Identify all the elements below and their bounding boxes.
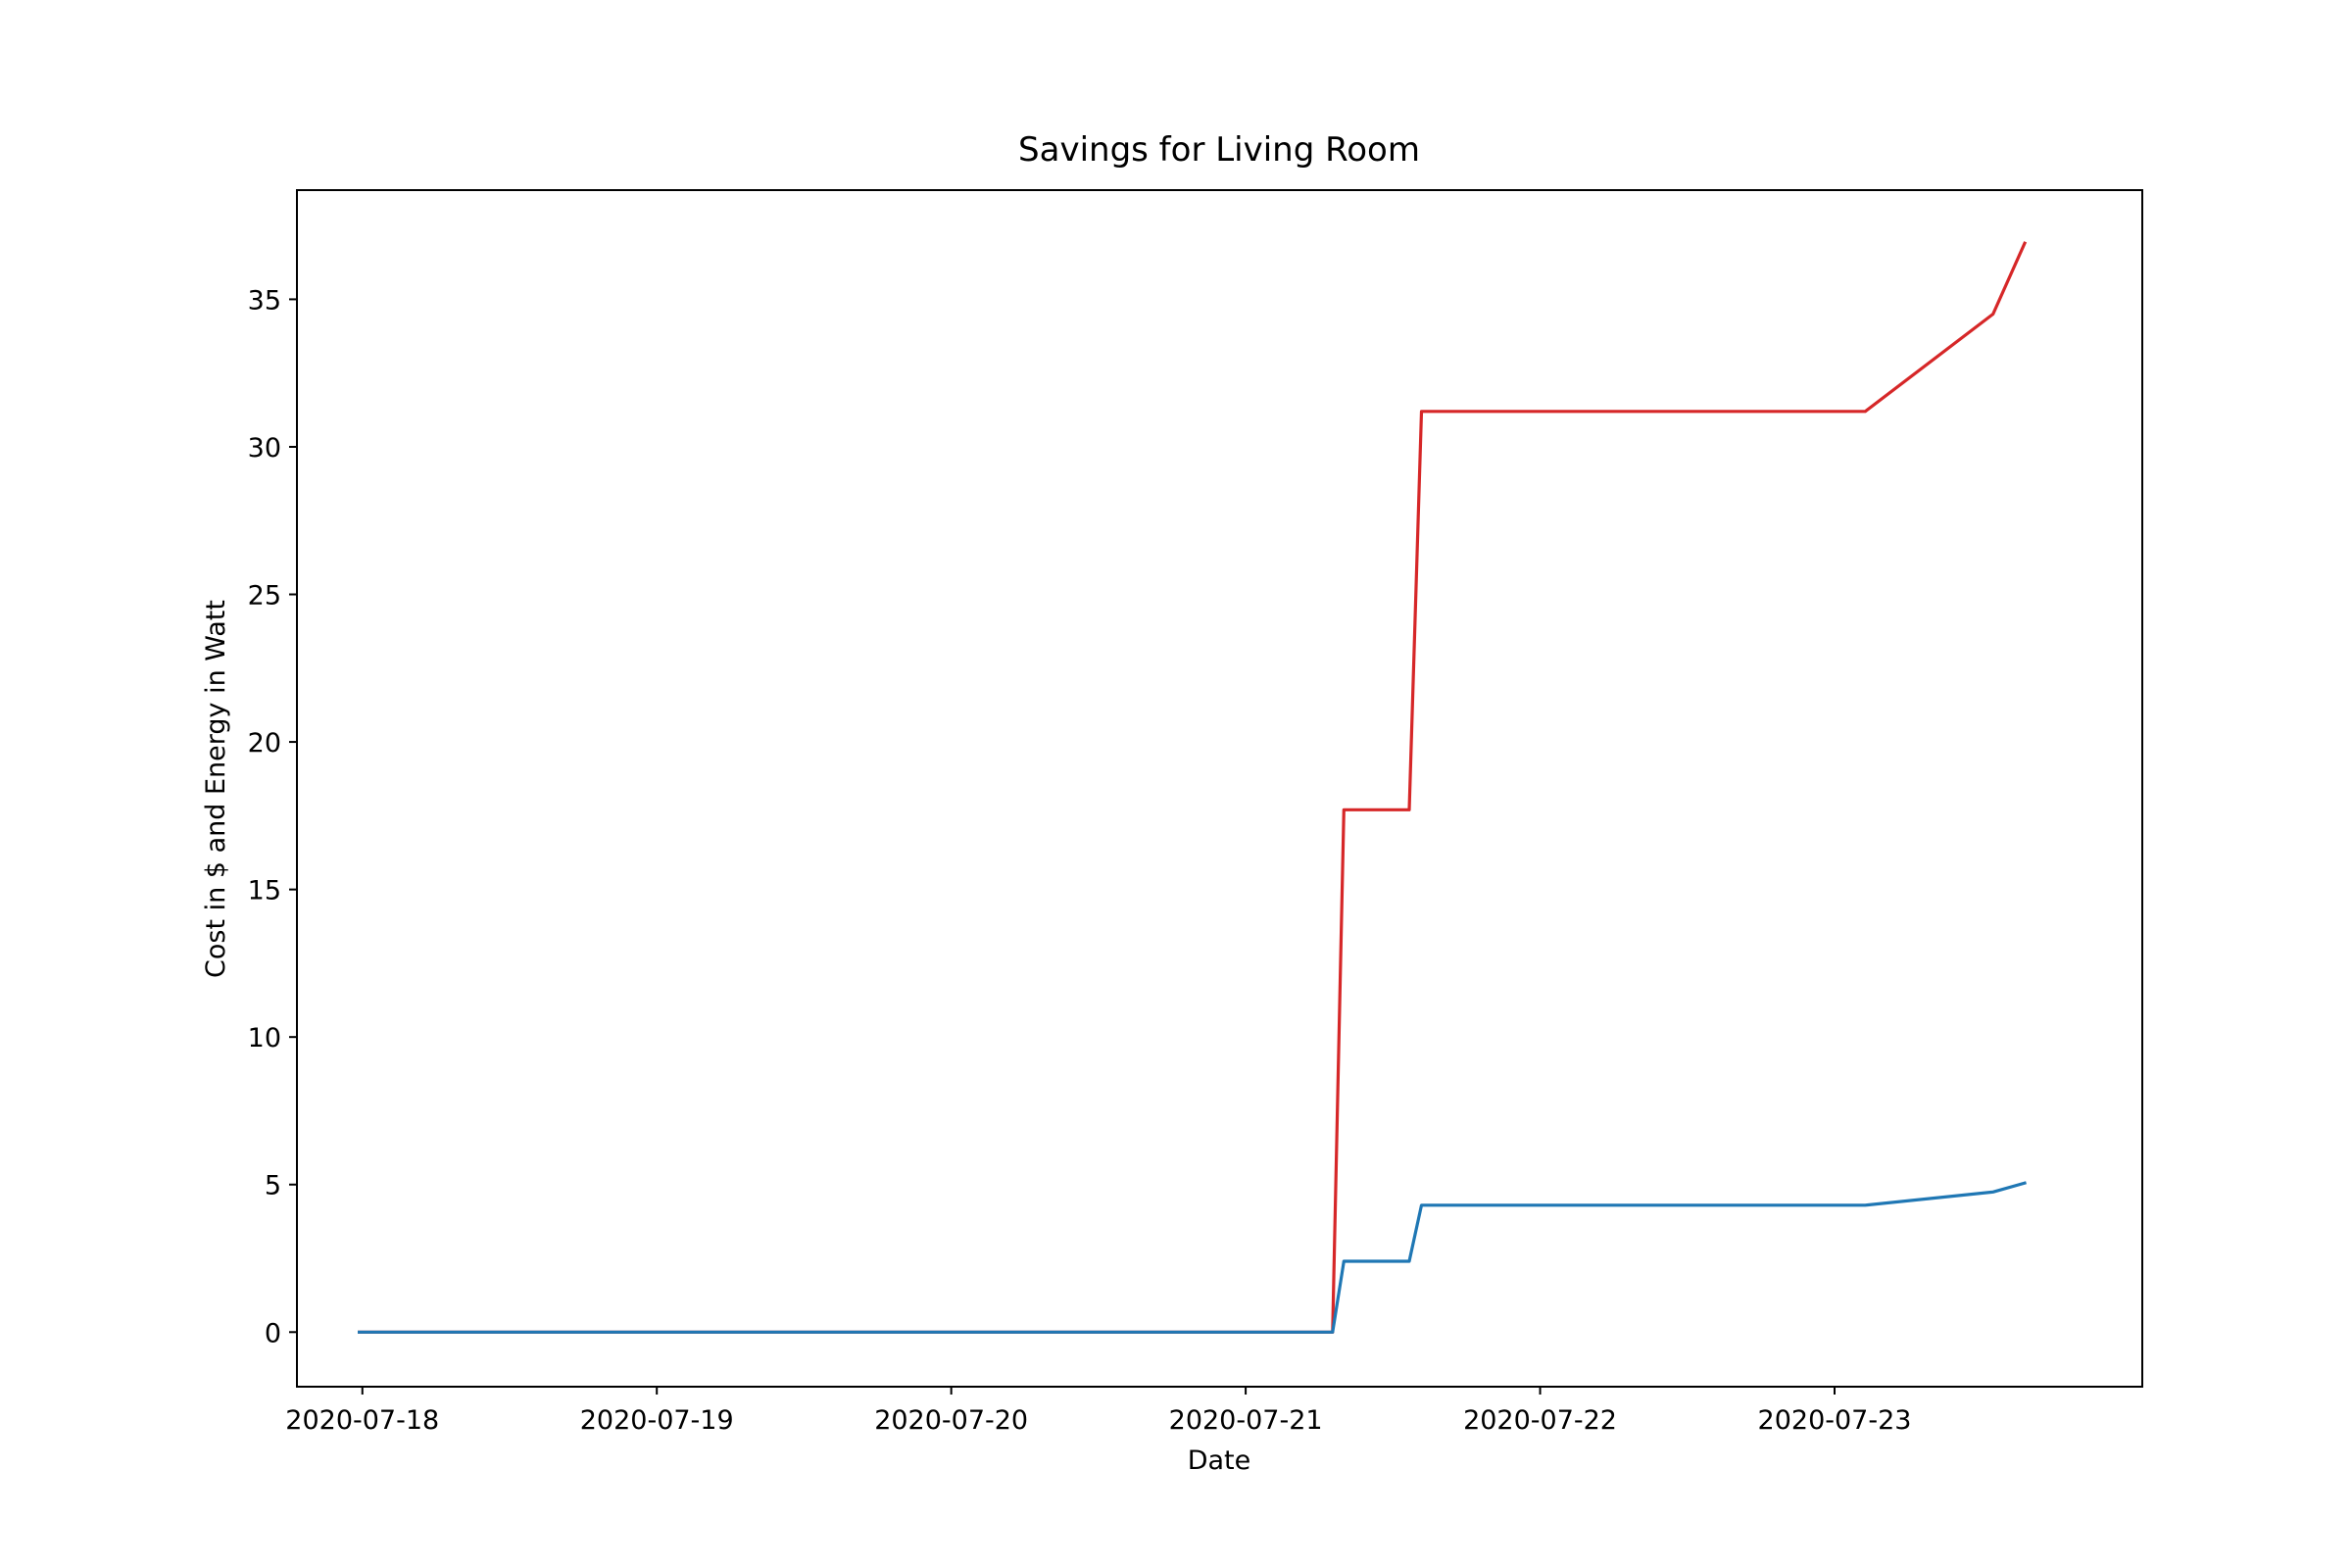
x-tick-label: 2020-07-19 bbox=[580, 1405, 734, 1436]
y-tick-label: 5 bbox=[265, 1171, 281, 1201]
x-tick-label: 2020-07-21 bbox=[1169, 1405, 1323, 1436]
y-axis: 0 5 10 15 20 25 30 35 bbox=[248, 285, 297, 1348]
x-tick-label: 2020-07-18 bbox=[285, 1405, 439, 1436]
y-tick-label: 30 bbox=[248, 433, 281, 464]
x-tick-label: 2020-07-20 bbox=[874, 1405, 1028, 1436]
y-tick-label: 25 bbox=[248, 581, 281, 612]
series-line-2 bbox=[358, 1181, 2027, 1334]
y-axis-label: Cost in $ and Energy in Watt bbox=[201, 600, 231, 978]
x-tick-label: 2020-07-22 bbox=[1463, 1405, 1617, 1436]
x-axis: 2020-07-18 2020-07-19 2020-07-20 2020-07-21… bbox=[285, 1387, 1911, 1436]
y-tick-label: 0 bbox=[265, 1318, 281, 1348]
y-tick-label: 20 bbox=[248, 728, 281, 759]
y-tick-label: 15 bbox=[248, 876, 281, 906]
series-line-1 bbox=[358, 241, 2028, 1334]
x-tick-label: 2020-07-23 bbox=[1758, 1405, 1912, 1436]
y-tick-label: 35 bbox=[248, 285, 281, 316]
chart-title: Savings for Living Room bbox=[1018, 130, 1420, 170]
x-axis-label: Date bbox=[1188, 1446, 1251, 1476]
plot-area bbox=[358, 241, 2028, 1334]
y-tick-label: 10 bbox=[248, 1023, 281, 1054]
axes-frame bbox=[296, 189, 2143, 1388]
